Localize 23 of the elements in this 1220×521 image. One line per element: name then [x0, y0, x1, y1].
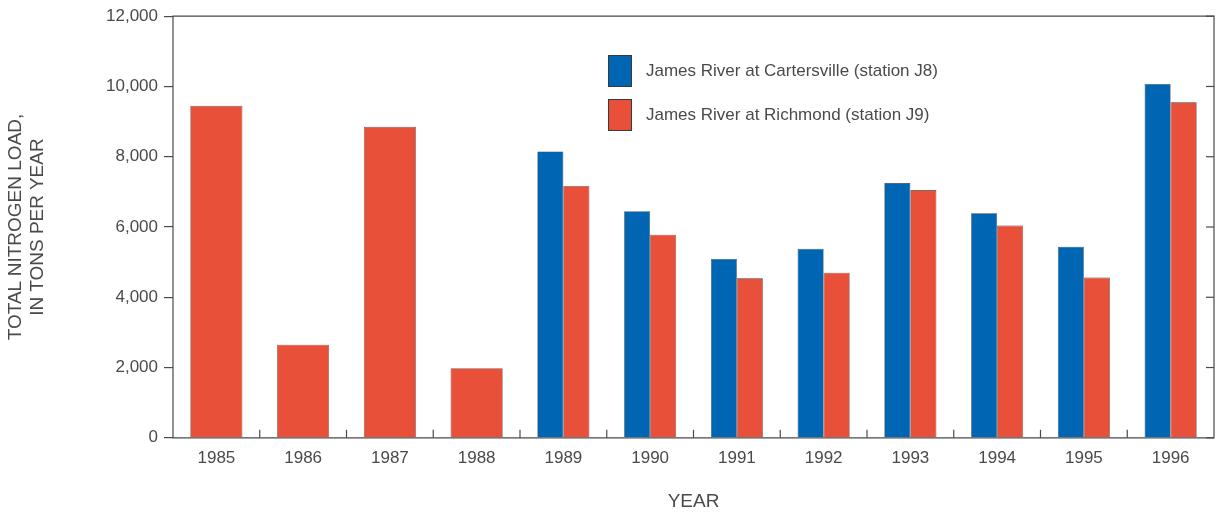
y-tick-label: 4,000 — [115, 286, 158, 306]
x-tick-label: 1995 — [1064, 447, 1103, 467]
x-tick-label: 1993 — [891, 447, 930, 467]
y-tick-label: 10,000 — [106, 76, 158, 96]
x-axis-title: YEAR — [667, 489, 720, 511]
y-axis-title: TOTAL NITROGEN LOAD, IN TONS PER YEAR — [3, 113, 48, 341]
x-tick-label: 1986 — [284, 447, 323, 467]
legend-label: James River at Cartersville (station J8) — [646, 61, 938, 81]
y-tick-label: 6,000 — [115, 216, 158, 236]
x-tick-label: 1987 — [370, 447, 409, 467]
y-tick-label: 2,000 — [115, 357, 158, 377]
x-tick-label: 1992 — [804, 447, 843, 467]
x-tick-label: 1990 — [631, 447, 670, 467]
x-tick-label: 1994 — [978, 447, 1017, 467]
y-tick-label: 12,000 — [106, 5, 158, 25]
y-tick-label: 8,000 — [115, 146, 158, 166]
x-tick-label: 1985 — [197, 447, 236, 467]
y-tick-label: 0 — [148, 427, 158, 447]
x-tick-label: 1989 — [544, 447, 583, 467]
legend-label: James River at Richmond (station J9) — [646, 105, 930, 125]
x-tick-label: 1988 — [457, 447, 496, 467]
x-tick-label: 1991 — [717, 447, 756, 467]
x-tick-label: 1996 — [1151, 447, 1190, 467]
